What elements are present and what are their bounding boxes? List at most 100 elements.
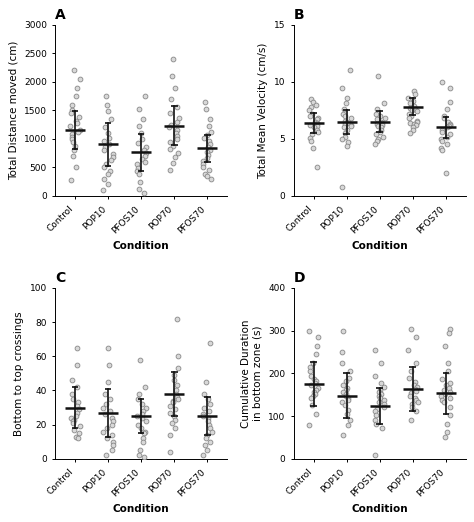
Point (136, 446, 144, 455)
Point (67, 109, 74, 117)
Point (75, 429, 83, 437)
Point (437, 135, 445, 143)
Point (69, 390, 76, 398)
Point (407, 367, 414, 375)
Point (137, 129, 145, 137)
Point (377, 125, 385, 134)
Point (344, 396, 352, 404)
Point (406, 99, 414, 108)
Point (309, 98, 317, 106)
Point (445, 359, 452, 367)
Point (341, 129, 348, 137)
Point (314, 122, 321, 130)
Point (306, 134, 313, 142)
Point (443, 428, 451, 436)
Point (406, 129, 414, 137)
Point (200, 134, 207, 143)
Point (380, 383, 388, 392)
Text: A: A (55, 8, 66, 22)
Point (412, 333, 420, 341)
Point (312, 385, 320, 394)
Point (133, 167, 140, 175)
Point (103, 424, 110, 432)
Point (447, 402, 454, 411)
Point (205, 421, 212, 429)
Point (204, 151, 211, 160)
Point (313, 163, 320, 171)
Point (142, 143, 150, 151)
Point (104, 108, 111, 116)
Point (69, 417, 76, 425)
Point (72, 116, 80, 125)
Point (175, 114, 183, 122)
Point (67, 413, 75, 422)
Point (75, 405, 82, 413)
Point (76, 75, 83, 83)
Point (309, 359, 317, 367)
Point (173, 390, 180, 398)
Point (407, 324, 415, 333)
Point (70, 425, 78, 434)
Point (109, 421, 116, 429)
Point (168, 419, 176, 427)
Point (202, 104, 210, 113)
Point (133, 160, 141, 169)
Point (199, 157, 206, 165)
Point (307, 95, 315, 103)
Y-axis label: Bottom to top crossings: Bottom to top crossings (14, 311, 24, 436)
Point (443, 169, 450, 177)
Point (136, 390, 143, 398)
Point (200, 160, 207, 168)
Point (203, 154, 210, 162)
Point (412, 121, 419, 129)
Point (443, 105, 451, 113)
Point (75, 113, 82, 121)
Point (307, 363, 314, 371)
Y-axis label: Total Distance moved (cm): Total Distance moved (cm) (9, 41, 18, 180)
Point (203, 148, 211, 157)
Point (406, 392, 413, 400)
Point (200, 390, 208, 398)
Point (109, 441, 117, 449)
Point (166, 109, 174, 117)
Point (407, 416, 415, 424)
Point (444, 140, 451, 149)
Point (339, 327, 346, 335)
Point (141, 383, 148, 392)
Point (342, 99, 350, 108)
Point (446, 130, 454, 138)
Point (441, 341, 449, 350)
Point (380, 99, 388, 108)
Point (313, 341, 321, 350)
Point (139, 434, 147, 443)
Point (307, 394, 315, 402)
Point (100, 174, 108, 183)
Point (137, 177, 144, 186)
Point (374, 72, 381, 80)
Point (405, 374, 413, 382)
Point (380, 402, 388, 411)
Point (104, 170, 111, 179)
Point (445, 122, 452, 130)
Text: B: B (294, 8, 304, 22)
Point (307, 103, 315, 111)
Point (69, 376, 76, 384)
Point (344, 394, 352, 402)
Point (171, 424, 179, 432)
Point (308, 381, 315, 389)
Point (371, 371, 379, 379)
Point (74, 398, 82, 407)
Point (308, 130, 316, 138)
Point (342, 390, 350, 398)
Point (102, 451, 110, 459)
Point (305, 421, 312, 429)
Point (376, 394, 384, 402)
Point (406, 104, 413, 112)
Point (339, 388, 347, 396)
Point (206, 137, 213, 145)
Point (141, 92, 149, 100)
Point (199, 412, 207, 420)
Point (373, 405, 381, 413)
Point (73, 119, 81, 127)
Point (308, 110, 315, 118)
